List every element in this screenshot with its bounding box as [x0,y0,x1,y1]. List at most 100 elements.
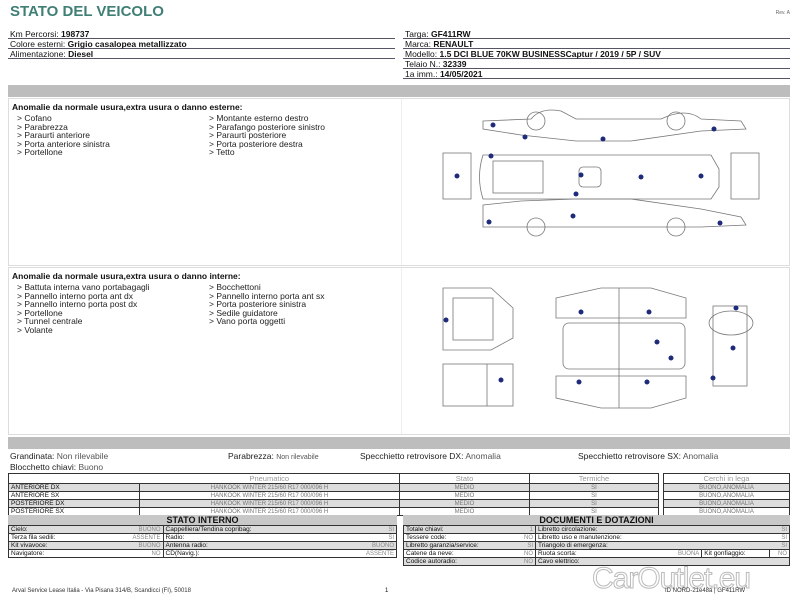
exterior-car-diagram [401,99,760,265]
damage-marker [443,317,449,323]
col-pneumatico: Pneumatico [139,473,400,484]
status-parabrezza: Parabrezza: Non rilevabile [228,451,319,461]
damage-marker [498,377,504,383]
info-row: Alimentazione: Diesel [8,49,395,59]
exterior-heading: Anomalie da normale usura,extra usura o … [12,102,243,112]
damage-marker [488,153,494,159]
damage-marker [644,379,650,385]
info-row: Marca: RENAULT [403,39,790,49]
rim-row: BUONO,ANOMALIA [663,483,790,492]
documenti-dotazioni: DOCUMENTI E DOTAZIONI Totale chiavi: 1 Lib… [402,515,791,566]
status-specchietto-dx: Specchietto retrovisore DX: Anomalia [360,451,501,461]
damage-marker [454,173,460,179]
damage-marker [490,122,496,128]
kv-row: Totale chiavi: 1 Libretto circolazione: SI [402,525,791,534]
vehicle-info-right: Targa: GF411RW Marca: RENAULT Modello: 1.5… [403,29,790,79]
tyre-row: POSTERIORE DX HANKOOK WINTER 215/60 R17 0… [8,499,659,508]
info-row: Km Percorsi: 198737 [8,29,395,39]
col-termiche: Termiche [529,473,659,484]
kv-row: Tessere code: NO Libretto uso e manutenzio… [402,533,791,542]
damage-marker [600,136,606,142]
tyre-row: ANTERIORE SX HANKOOK WINTER 215/60 R17 00… [8,491,659,500]
kv-row: Kit vivavoce: BUONO Antenna radio: BUONO [8,541,397,550]
damage-item: > Volante [17,324,53,335]
damage-marker [654,339,660,345]
kv-row: Catene da neve: NO Ruota scorta: BUONA Kit g… [402,549,791,558]
vehicle-info-left: Km Percorsi: 198737 Colore esterni: Grigi… [8,29,395,59]
info-row: Modello: 1.5 DCI BLUE 70KW BUSINESSCaptu… [403,49,790,59]
damage-marker [698,173,704,179]
damage-marker [486,219,492,225]
damage-item: > Battuta interna vano portabagagli [17,282,150,292]
interior-heading: Anomalie da normale usura,extra usura o … [12,271,241,281]
damage-marker [711,126,717,132]
col-stato: Stato [399,473,530,484]
damage-item: > Parabrezza [17,121,68,132]
tyre-table: Pneumatico Stato Termiche ANTERIORE DX HANK… [8,473,659,516]
damage-item: > Montante esterno destro [209,113,309,123]
damage-marker [522,134,528,140]
damage-item: > Paraurti anteriore [17,130,90,140]
rim-row: BUONO,ANOMALIA [663,499,790,508]
interior-list-1: > Battuta interna vano portabagagli > Pan… [17,283,202,334]
damage-marker [578,172,584,178]
damage-item: > Bocchettoni [209,282,261,292]
info-row: Colore esterni: Grigio casalopea metalli… [8,39,395,49]
damage-item: > Parafango posteriore sinistro [209,121,325,132]
exterior-list-2: > Montante esterno destro > Parafango pos… [209,114,325,157]
page-number: 1 [385,588,389,594]
rim-row: BUONO,ANOMALIA [663,491,790,500]
damage-item: > Pannello interno porta post dx [17,299,138,309]
status-blocchetto: Blocchetto chiavi: Buono [10,462,104,472]
damage-marker [646,309,652,315]
col-cerchi: Cerchi in lega [663,473,790,484]
kv-row: Terza fila sedili: ASSENTE Radio: SI [8,533,397,542]
tyre-row: ANTERIORE DX HANKOOK WINTER 215/60 R17 00… [8,483,659,492]
info-row: 1a imm.: 14/05/2021 [403,69,790,79]
damage-marker [576,379,582,385]
exterior-list-1: > Cofano > Parabrezza > Paraurti anteriore… [17,114,110,157]
damage-item: > Pannello interno porta ant dx [17,290,134,301]
damage-item: > Sedile guidatore [209,307,278,318]
exterior-section: Anomalie da normale usura,extra usura o … [8,98,790,266]
damage-item: > Portellone [17,147,63,157]
damage-item: > Portellone [17,307,63,318]
damage-item: > Porta posteriore sinistra [209,299,307,309]
damage-marker [717,220,723,226]
footer-company: Arval Service Lease Italia - Via Pisana … [12,588,191,594]
damage-marker [570,213,576,219]
interior-list-2: > Bocchettoni > Pannello interno porta an… [209,283,325,326]
page-title: STATO DEL VEICOLO [10,3,164,20]
damage-marker [638,174,644,180]
damage-item: > Vano porta oggetti [209,316,286,326]
kv-row: Libretto garanzia/service: SI Triangolo di… [402,541,791,550]
interior-section: Anomalie da normale usura,extra usura o … [8,267,790,435]
damage-item: > Porta posteriore destra [209,138,303,149]
revision: Rev. A [775,10,790,16]
interior-car-diagram [401,268,754,434]
damage-item: > Cofano [17,113,52,123]
documenti-title: DOCUMENTI E DOTAZIONI [403,515,790,525]
damage-item: > Tunnel centrale [17,316,83,326]
damage-marker [668,355,674,361]
damage-marker [573,191,579,197]
info-row: Targa: GF411RW [403,29,790,39]
damage-marker [733,305,739,311]
watermark-logo: CarOutlet.eu [591,562,751,596]
status-grandinata: Grandinata: Non rilevabile [10,451,109,461]
kv-row: Navigatore: NO CD(Navig.): ASSENTE [8,549,397,558]
kv-row: Codice autoradio: NO Cavo elettrico: [402,557,791,566]
kv-row: Cielo: BUONO Cappelliera/Tendina copribag:… [8,525,397,534]
stato-interno-title: STATO INTERNO [8,515,397,525]
rims-table: Cerchi in lega BUONO,ANOMALIA BUONO,ANOMA… [663,473,790,516]
damage-item: > Paraurti posteriore [209,130,287,140]
status-specchietto-sx: Specchietto retrovisore SX: Anomalia [578,451,719,461]
damage-marker [578,309,584,315]
document-id: ID NORD-21e48a | GF411RW [665,588,746,594]
damage-marker [710,375,716,381]
separator-bar [8,85,790,97]
damage-item: > Porta anteriore sinistra [17,138,110,149]
stato-interno: STATO INTERNO Cielo: BUONO Cappelliera/Ten… [8,515,397,558]
damage-item: > Pannello interno porta ant sx [209,290,325,301]
info-row: Telaio N.: 32339 [403,59,790,69]
